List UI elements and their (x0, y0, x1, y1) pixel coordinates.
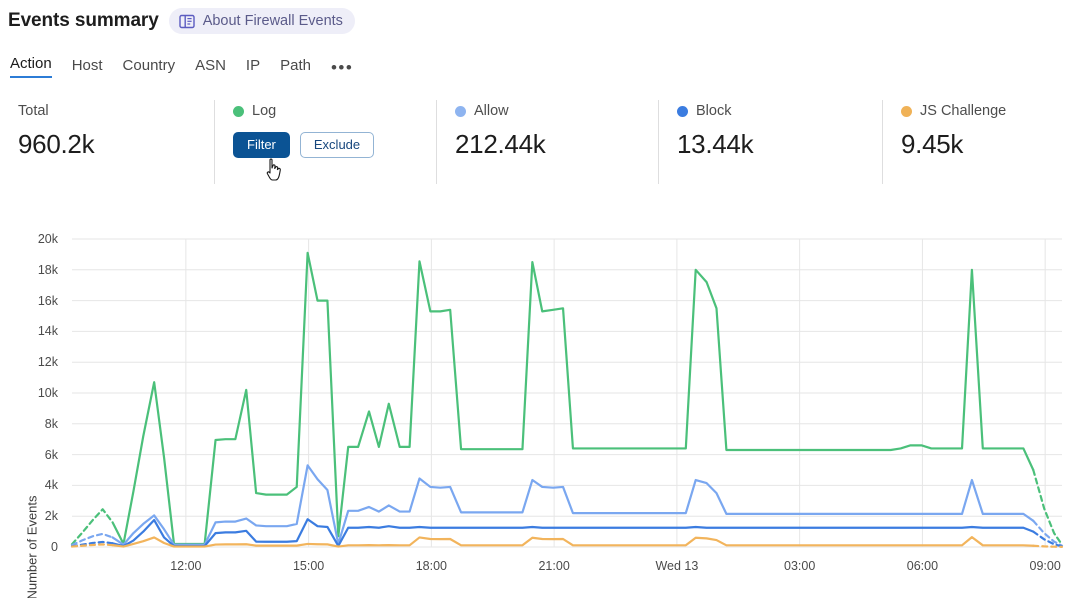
stat-header: Log (233, 100, 418, 122)
filter-button[interactable]: Filter (233, 132, 290, 159)
stat-header: JS Challenge (901, 100, 1050, 122)
x-axis-tick-label: 09:00 (1029, 559, 1061, 573)
stat-header: Allow (455, 100, 640, 122)
stat-header: Block (677, 100, 864, 122)
book-icon (178, 14, 195, 29)
exclude-button[interactable]: Exclude (299, 132, 375, 159)
stat-value: 9.45k (901, 129, 964, 159)
page-title: Events summary (8, 10, 159, 31)
y-axis-tick-label: 18k (37, 262, 58, 277)
stat-label: Total (18, 103, 49, 119)
chart-plot-area[interactable] (0, 210, 1068, 598)
tab-path[interactable]: Path (280, 57, 311, 74)
tab-action[interactable]: Action (10, 55, 52, 78)
x-axis-tick-label: 06:00 (906, 559, 939, 573)
series-line-block (111, 518, 1035, 548)
y-axis-tick-label: 10k (37, 386, 58, 400)
stat-header: Total (18, 100, 196, 122)
x-axis-tick-label: 15:00 (292, 559, 325, 573)
legend-dot-icon (455, 105, 466, 117)
y-axis-tick-label: 6k (44, 447, 58, 462)
stat-value: 13.44k (677, 129, 754, 159)
legend-dot-icon (677, 105, 688, 117)
events-timeseries-chart: Number of Events Time (local) 02k4k6k8k1… (0, 210, 1068, 598)
y-axis-tick-label: 0 (51, 540, 58, 554)
y-axis-tick-label: 2k (44, 509, 58, 524)
series-line-js-challenge (70, 543, 114, 548)
stat-total: Total 960.2k (0, 100, 214, 184)
stat-js-challenge: JS Challenge 9.45k (882, 100, 1068, 184)
x-axis-tick-label: 21:00 (538, 559, 570, 573)
series-line-log (70, 508, 114, 546)
stat-block: Block 13.44k (658, 100, 882, 184)
stat-label: JS Challenge (920, 103, 1007, 119)
x-axis-tick-label: 18:00 (415, 559, 447, 573)
stat-value: 212.44k (455, 129, 546, 159)
y-axis-tick-label: 4k (44, 478, 58, 493)
tab-asn[interactable]: ASN (195, 57, 226, 74)
tab-country[interactable]: Country (122, 57, 176, 74)
y-axis-tick-label: 12k (37, 355, 58, 370)
tab-host[interactable]: Host (71, 57, 103, 74)
series-line-allow (111, 464, 1035, 546)
dimension-tabs: Action Host Country ASN IP Path ••• (10, 55, 353, 78)
y-axis-tick-label: 16k (37, 293, 58, 308)
series-line-block (1032, 530, 1064, 548)
events-summary-stats: Total 960.2k Log Filter Exclude Allow 212.44k B… (0, 100, 1068, 184)
stat-actions: Filter Exclude (233, 132, 418, 159)
y-axis-tick-label: 14k (37, 324, 58, 339)
y-axis-tick-label: 8k (44, 416, 58, 431)
about-firewall-events-link[interactable]: About Firewall Events (168, 8, 355, 34)
series-line-log (1032, 468, 1064, 546)
legend-dot-icon (901, 105, 912, 117)
series-line-block (70, 540, 114, 548)
y-axis-tick-label: 20k (37, 232, 58, 246)
series-line-allow (70, 532, 114, 547)
stat-label: Log (252, 103, 277, 119)
about-firewall-events-label: About Firewall Events (202, 13, 343, 29)
stat-log: Log Filter Exclude (214, 100, 436, 184)
legend-dot-icon (233, 105, 244, 117)
stat-label: Block (696, 103, 732, 119)
x-axis-tick-label: 03:00 (784, 559, 816, 573)
series-line-allow (1032, 519, 1064, 547)
tab-overflow-icon[interactable]: ••• (330, 58, 354, 77)
header: Events summary About Firewall Events (8, 8, 355, 34)
series-line-js-challenge (1032, 544, 1064, 548)
tab-ip[interactable]: IP (245, 57, 261, 74)
x-axis-tick-label: 12:00 (170, 559, 202, 573)
stat-label: Allow (474, 103, 509, 119)
series-line-js-challenge (111, 536, 1035, 548)
series-line-log (111, 251, 1035, 546)
stat-value: 960.2k (18, 129, 95, 159)
stat-allow: Allow 212.44k (436, 100, 658, 184)
x-axis-tick-label: Wed 13 (655, 559, 699, 573)
